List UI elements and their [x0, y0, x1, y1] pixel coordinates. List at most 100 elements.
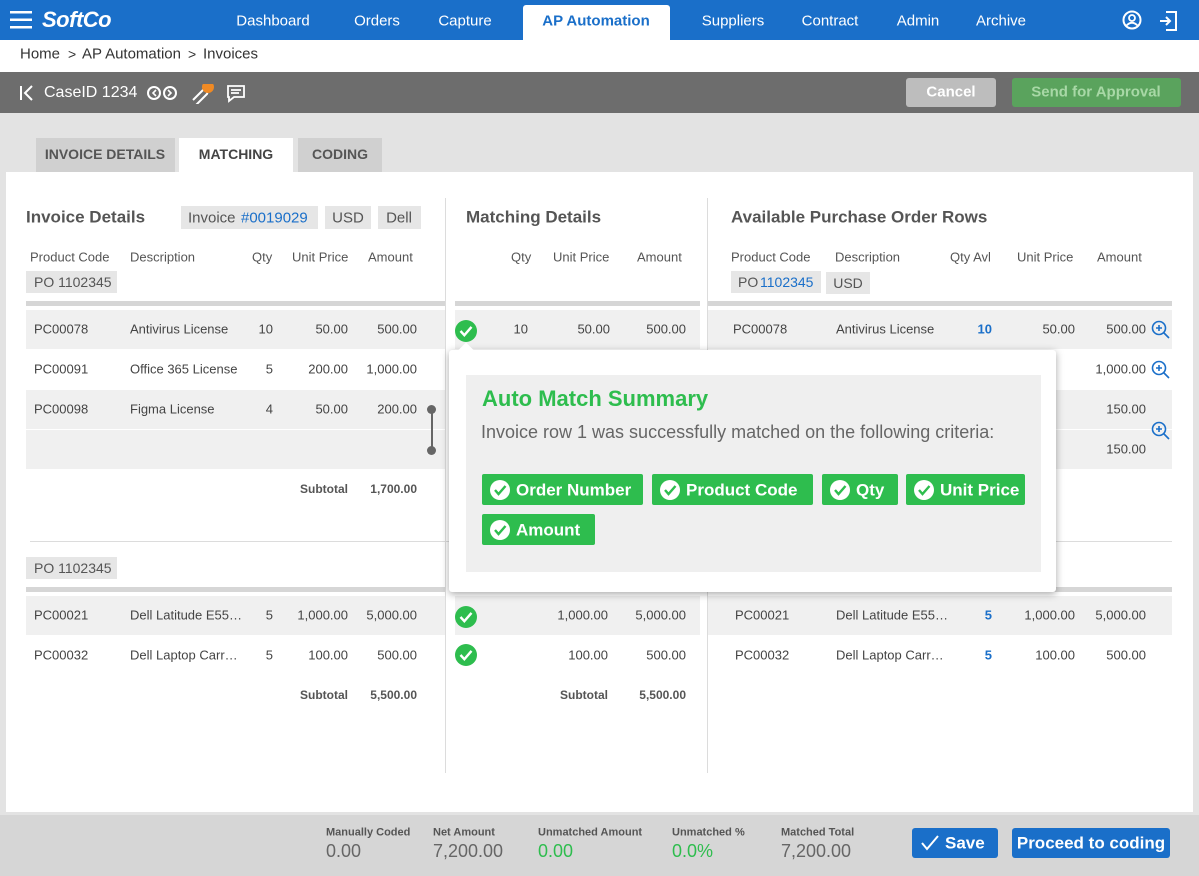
footer-bar [0, 815, 1199, 876]
link-dot [427, 446, 436, 455]
cell: PC00078 [34, 321, 89, 337]
cell: 5,000.00 [366, 607, 417, 623]
cell: 1,000.00 [1024, 607, 1075, 623]
cell: 5 [265, 361, 273, 377]
cell: PC00032 [735, 647, 790, 663]
subtotal-value: 1,700.00 [370, 482, 417, 496]
tab-label[interactable]: CODING [312, 146, 368, 162]
column-header: Qty [252, 249, 273, 265]
chip [378, 206, 421, 229]
proceed-button[interactable] [1012, 828, 1170, 858]
nav-item[interactable]: Orders [354, 12, 400, 30]
chip-currency: USD [332, 209, 364, 227]
nav-item[interactable]: Dashboard [236, 12, 310, 30]
cell: 100.00 [568, 647, 608, 663]
invoice-label: Invoice [188, 209, 236, 227]
section-title: Matching Details [466, 207, 602, 227]
criteria-label: Amount [516, 520, 581, 540]
cell: 500.00 [1106, 647, 1146, 663]
column-header: Description [835, 249, 901, 265]
table-separator [708, 301, 1172, 306]
nav-item[interactable]: Archive [975, 12, 1027, 30]
subtotal-label: Subtotal [300, 688, 348, 702]
cell: 5 [265, 607, 273, 623]
criteria-label: Product Code [686, 480, 798, 500]
column-header: Amount [637, 249, 682, 265]
chip [181, 206, 318, 229]
stat-value: 7,200.00 [781, 841, 852, 861]
po-tag-label: PO 1102345 [34, 274, 112, 290]
column-header: Product Code [30, 249, 110, 265]
chip-supplier: Dell [386, 209, 412, 227]
user-icons[interactable] [1122, 10, 1182, 32]
cell: Antivirus License [130, 321, 229, 337]
stat-value: 7,200.00 [433, 841, 504, 861]
cell: 100.00 [308, 647, 348, 663]
column-header: Unit Price [1017, 249, 1074, 265]
po-label: PO [738, 274, 759, 290]
nav-item[interactable]: Contract [801, 12, 859, 30]
cell: 150.00 [1106, 441, 1146, 457]
proceed-label[interactable]: Proceed to coding [1016, 833, 1166, 853]
zoom-icon[interactable] [1151, 360, 1171, 380]
menu-icon[interactable] [10, 10, 34, 30]
toolbar-icons[interactable] [18, 84, 248, 104]
nav-item[interactable]: Capture [438, 12, 492, 30]
link-line [431, 410, 433, 450]
tab-bg[interactable] [298, 138, 382, 172]
breadcrumb-separator: > [188, 46, 197, 62]
stat-label: Manually Coded [326, 826, 411, 839]
cell: 100.00 [1035, 647, 1075, 663]
criteria-label: Unit Price [940, 480, 1020, 500]
po-number[interactable]: 1102345 [760, 274, 814, 290]
send-approval-button[interactable] [1012, 78, 1181, 107]
qty-available[interactable]: 5 [984, 607, 992, 623]
save-label[interactable]: Save [945, 833, 985, 853]
breadcrumb-item[interactable]: Home [20, 45, 61, 63]
tab-label[interactable]: MATCHING [198, 146, 274, 162]
cell: PC00032 [34, 647, 89, 663]
row-bg [708, 596, 1172, 635]
zoom-icon[interactable] [1151, 320, 1171, 340]
row-bg [455, 596, 700, 635]
subtotal-value: 5,500.00 [639, 688, 686, 702]
chip-currency: USD [833, 275, 863, 291]
tab-bg-active[interactable] [179, 138, 293, 174]
zoom-icon[interactable] [1151, 421, 1171, 441]
nav-item-active[interactable]: AP Automation [542, 12, 650, 30]
invoice-number[interactable]: #0019029 [241, 209, 308, 227]
case-id: CaseID 1234 [44, 84, 138, 101]
breadcrumb-item[interactable]: AP Automation [82, 45, 181, 63]
nav-item[interactable]: Suppliers [701, 12, 765, 30]
cell: Dell Laptop Carr… [130, 647, 238, 663]
qty-available[interactable]: 10 [977, 321, 992, 337]
send-approval-label[interactable]: Send for Approval [1031, 83, 1161, 101]
breadcrumb-item[interactable]: Invoices [203, 45, 259, 63]
tab-label[interactable]: INVOICE DETAILS [44, 146, 166, 162]
cancel-label[interactable]: Cancel [926, 83, 976, 101]
cell: Dell Latitude E55… [130, 607, 243, 623]
nav-item[interactable]: Admin [896, 12, 940, 30]
cell: 1,000.00 [297, 607, 348, 623]
cell: 50.00 [315, 401, 348, 417]
stat-label: Unmatched Amount [538, 826, 643, 839]
table-separator [455, 301, 700, 306]
stat-value: 0.0% [672, 841, 714, 861]
table-separator [26, 301, 445, 306]
cell: 500.00 [646, 647, 686, 663]
cancel-button[interactable] [906, 78, 996, 107]
row-bg [26, 430, 445, 469]
cell: 150.00 [1106, 401, 1146, 417]
criteria-check-icon [660, 480, 680, 500]
brand-logo[interactable]: SoftCo [42, 7, 112, 32]
save-button[interactable] [912, 828, 998, 858]
qty-available[interactable]: 5 [984, 647, 992, 663]
criteria-label: Qty [856, 480, 885, 500]
column-header: Amount [368, 249, 413, 265]
stat-value: 0.00 [538, 841, 574, 861]
cell: 500.00 [1106, 321, 1146, 337]
tab-bg[interactable] [36, 138, 175, 172]
cell: PC00021 [735, 607, 790, 623]
column-divider [445, 198, 446, 773]
row-bg [455, 310, 700, 349]
